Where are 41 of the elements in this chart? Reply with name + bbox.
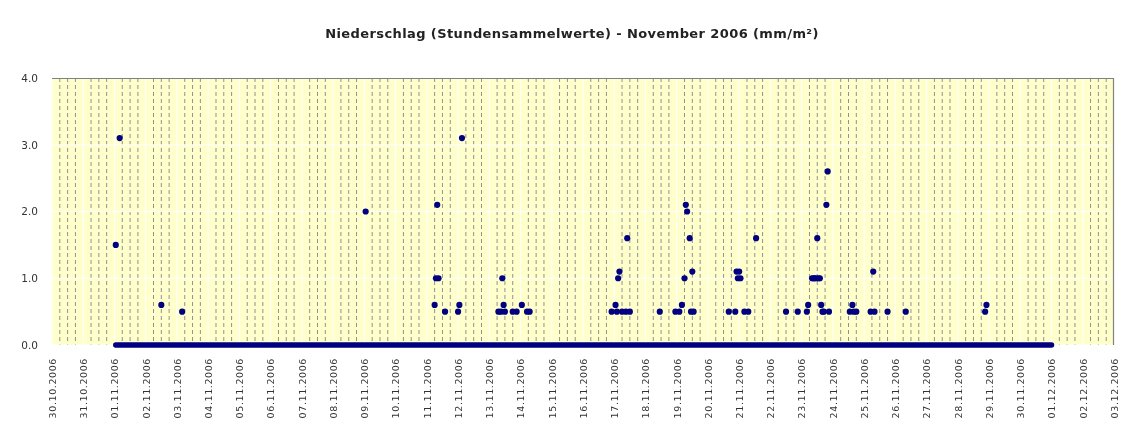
x-tick-label: 17.11.2006: [609, 358, 621, 419]
x-tick-label: 18.11.2006: [640, 358, 652, 419]
x-tick-label: 07.11.2006: [296, 358, 308, 419]
x-tick-label: 05.11.2006: [234, 358, 246, 419]
x-tick-label: 01.12.2006: [1046, 358, 1058, 419]
x-tick-label: 14.11.2006: [515, 358, 527, 419]
x-tick-label: 25.11.2006: [858, 358, 870, 419]
x-tick-label: 23.11.2006: [796, 358, 808, 419]
x-tick-label: 30.10.2006: [46, 358, 58, 419]
y-tick-label: 2.0: [21, 205, 38, 218]
x-tick-label: 01.11.2006: [109, 358, 121, 419]
y-tick-label: 4.0: [21, 71, 38, 84]
x-tick-label: 03.12.2006: [1108, 358, 1120, 419]
x-tick-label: 11.11.2006: [421, 358, 433, 419]
x-tick-label: 22.11.2006: [765, 358, 777, 419]
x-tick-label: 19.11.2006: [671, 358, 683, 419]
x-tick-label: 12.11.2006: [452, 358, 464, 419]
chart-title: Niederschlag (Stundensammelwerte) - November 2006 (mm/m²): [325, 26, 819, 41]
x-tick-label: 06.11.2006: [265, 358, 277, 419]
y-tick-label: 3.0: [21, 138, 38, 151]
x-tick-label: 02.12.2006: [1077, 358, 1089, 419]
x-tick-label: 16.11.2006: [577, 358, 589, 419]
x-tick-label: 27.11.2006: [921, 358, 933, 419]
x-tick-label: 30.11.2006: [1015, 358, 1027, 419]
y-tick-label: 1.0: [21, 272, 38, 285]
x-tick-label: 21.11.2006: [734, 358, 745, 419]
x-tick-label: 09.11.2006: [359, 358, 371, 419]
y-tick-label: 0.0: [21, 338, 38, 351]
x-tick-label: 02.11.2006: [140, 358, 152, 419]
x-tick-label: 24.11.2006: [827, 358, 839, 419]
x-tick-label: 20.11.2006: [702, 358, 714, 419]
x-tick-label: 28.11.2006: [952, 358, 964, 419]
x-tick-label: 26.11.2006: [890, 358, 902, 419]
x-tick-label: 10.11.2006: [390, 358, 402, 419]
x-tick-label: 31.10.2006: [78, 358, 90, 419]
x-tick-label: 13.11.2006: [484, 358, 496, 419]
x-tick-label: 29.11.2006: [983, 358, 995, 419]
x-tick-label: 04.11.2006: [203, 358, 214, 419]
x-tick-label: 15.11.2006: [546, 358, 558, 419]
x-tick-label: 03.11.2006: [171, 358, 183, 419]
x-tick-label: 08.11.2006: [327, 358, 339, 419]
